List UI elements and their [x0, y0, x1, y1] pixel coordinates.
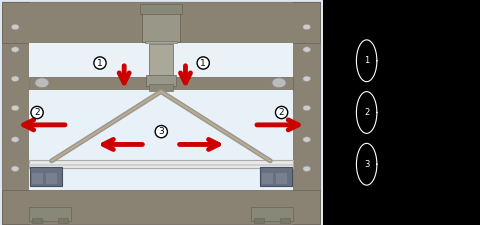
Text: 3: 3: [158, 127, 164, 136]
Text: 2: 2: [34, 108, 40, 117]
Bar: [29, 164, 293, 166]
Circle shape: [303, 76, 311, 81]
Circle shape: [12, 137, 19, 142]
Circle shape: [12, 166, 19, 171]
Bar: [46, 173, 57, 184]
Bar: [260, 166, 292, 186]
Bar: [280, 218, 289, 223]
Text: 1: 1: [97, 58, 103, 68]
Bar: [149, 84, 173, 91]
Circle shape: [272, 78, 286, 88]
Text: 1: 1: [364, 56, 369, 65]
Bar: [142, 6, 180, 42]
Bar: [29, 43, 293, 79]
Circle shape: [303, 166, 311, 171]
Bar: [140, 4, 181, 13]
Bar: [29, 207, 71, 221]
Bar: [1, 2, 29, 224]
Bar: [32, 218, 42, 223]
Text: 3: 3: [364, 160, 369, 169]
Text: 2: 2: [364, 108, 369, 117]
Bar: [29, 160, 293, 168]
Circle shape: [12, 76, 19, 81]
Bar: [146, 75, 176, 86]
Bar: [251, 207, 293, 221]
Text: 2: 2: [279, 108, 285, 117]
Circle shape: [12, 24, 19, 30]
Bar: [276, 173, 288, 184]
Bar: [29, 76, 293, 90]
Bar: [29, 43, 293, 124]
Bar: [254, 218, 264, 223]
Circle shape: [12, 47, 19, 52]
Circle shape: [303, 105, 311, 111]
Bar: [58, 218, 68, 223]
Circle shape: [35, 78, 49, 88]
Circle shape: [12, 105, 19, 111]
Bar: [29, 90, 293, 190]
Bar: [32, 173, 43, 184]
Circle shape: [303, 137, 311, 142]
Text: 1: 1: [200, 58, 206, 68]
Bar: [262, 173, 273, 184]
Bar: [30, 166, 62, 186]
Bar: [145, 40, 177, 43]
Circle shape: [303, 24, 311, 30]
Bar: [1, 2, 320, 43]
Bar: [149, 44, 173, 76]
Bar: [293, 2, 320, 224]
Bar: [1, 190, 320, 224]
Circle shape: [303, 47, 311, 52]
